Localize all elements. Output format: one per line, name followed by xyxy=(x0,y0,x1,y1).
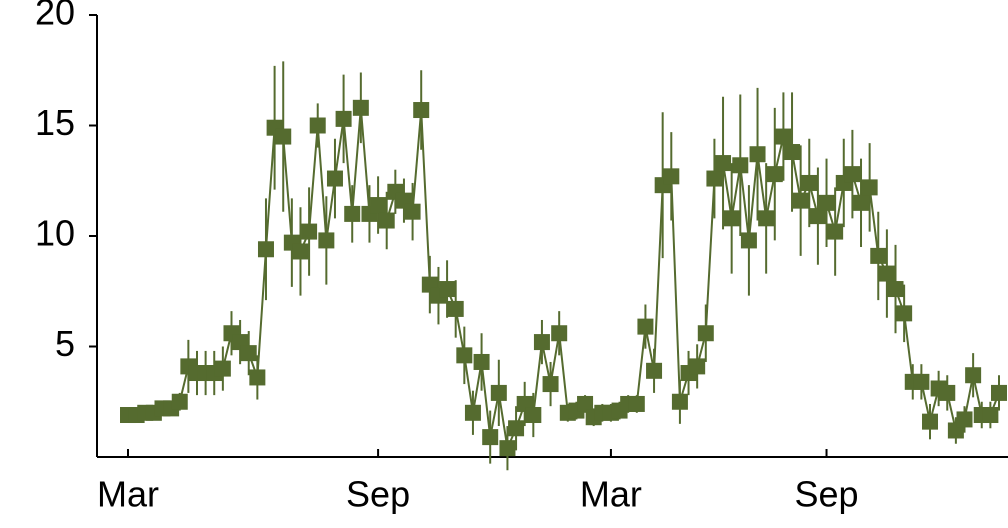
point xyxy=(551,325,568,342)
point xyxy=(508,420,525,437)
point xyxy=(352,99,369,116)
point xyxy=(413,102,430,119)
point xyxy=(646,362,663,379)
point xyxy=(490,384,507,401)
point xyxy=(318,232,335,249)
point xyxy=(792,192,809,209)
point xyxy=(809,208,826,225)
point xyxy=(870,247,887,264)
point xyxy=(775,128,792,145)
point xyxy=(749,146,766,163)
point xyxy=(913,373,930,390)
point xyxy=(309,117,326,134)
x-tick-label: Mar xyxy=(580,474,642,515)
point xyxy=(965,367,982,384)
y-tick-label: 5 xyxy=(55,323,75,364)
point xyxy=(628,395,645,412)
point xyxy=(370,197,387,214)
point xyxy=(456,347,473,364)
point xyxy=(922,413,939,430)
point xyxy=(706,170,723,187)
point xyxy=(275,128,292,145)
point xyxy=(766,166,783,183)
series-line xyxy=(128,107,1000,452)
point xyxy=(577,395,594,412)
x-tick-label: Sep xyxy=(794,474,858,515)
x-tick-label: Sep xyxy=(346,474,410,515)
y-tick-label: 15 xyxy=(35,102,75,143)
point xyxy=(896,305,913,322)
point xyxy=(956,411,973,428)
point xyxy=(740,232,757,249)
point xyxy=(335,110,352,127)
point xyxy=(671,393,688,410)
point xyxy=(171,393,188,410)
point xyxy=(439,281,456,298)
point xyxy=(784,144,801,161)
point xyxy=(326,170,343,187)
point xyxy=(878,265,895,282)
point xyxy=(637,318,654,335)
point xyxy=(292,243,309,260)
y-tick-label: 10 xyxy=(35,213,75,254)
point xyxy=(715,155,732,172)
point xyxy=(844,166,861,183)
point xyxy=(301,223,318,240)
point xyxy=(214,360,231,377)
point xyxy=(404,203,421,220)
point xyxy=(257,241,274,258)
point xyxy=(853,194,870,211)
point xyxy=(240,345,257,362)
point xyxy=(887,281,904,298)
point xyxy=(464,404,481,421)
point xyxy=(249,369,266,386)
point xyxy=(723,210,740,227)
point xyxy=(447,300,464,317)
point xyxy=(801,174,818,191)
point xyxy=(378,212,395,229)
point xyxy=(861,179,878,196)
point xyxy=(344,205,361,222)
point xyxy=(732,157,749,174)
x-tick-label: Mar xyxy=(97,474,159,515)
point xyxy=(697,325,714,342)
point xyxy=(758,210,775,227)
point xyxy=(689,358,706,375)
point xyxy=(542,376,559,393)
point xyxy=(473,353,490,370)
point xyxy=(482,429,499,446)
point xyxy=(982,407,999,424)
point xyxy=(818,194,835,211)
point xyxy=(525,407,542,424)
point xyxy=(991,384,1007,401)
point xyxy=(533,334,550,351)
point xyxy=(939,384,956,401)
point xyxy=(499,440,516,457)
y-tick-label: 20 xyxy=(35,0,75,33)
point xyxy=(827,223,844,240)
point xyxy=(663,168,680,185)
